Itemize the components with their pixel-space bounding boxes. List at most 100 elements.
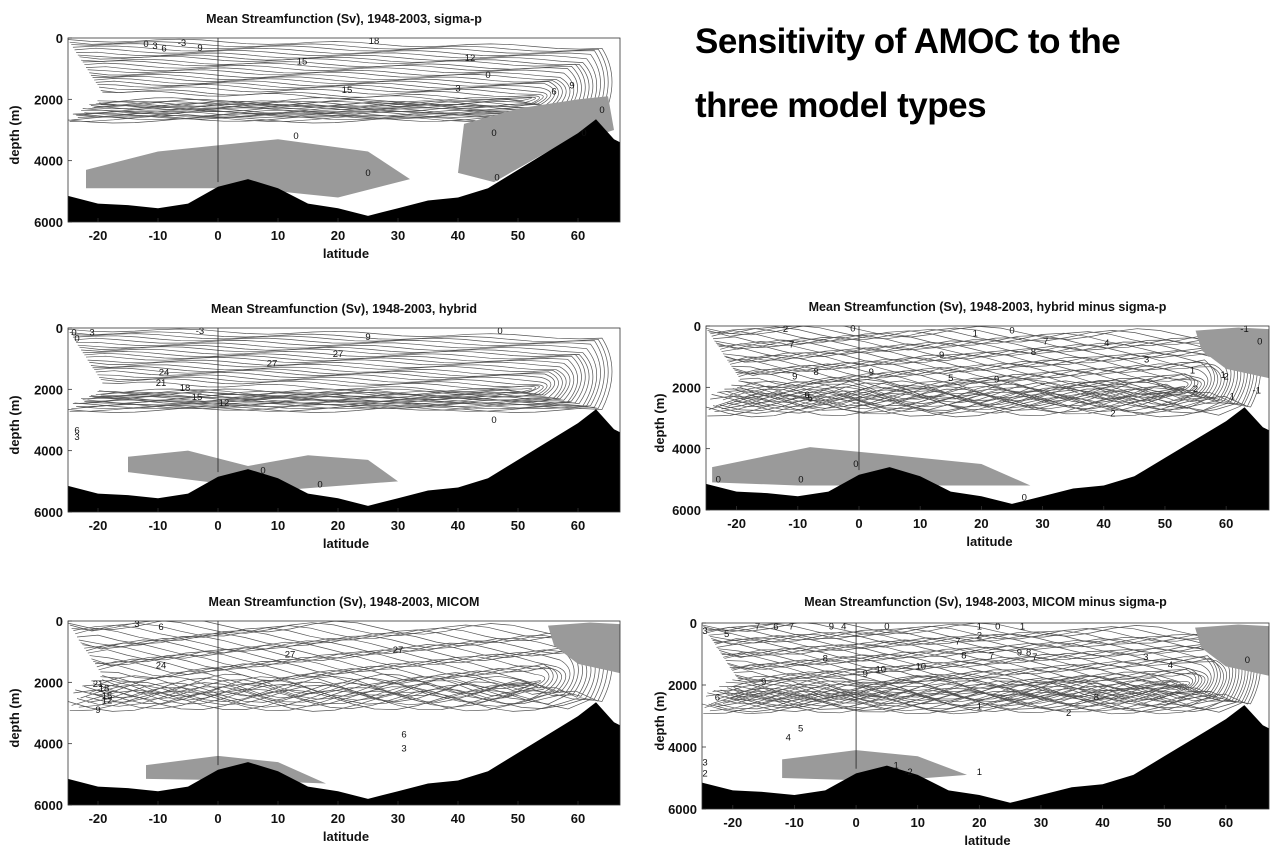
contour-line xyxy=(76,51,594,118)
contour-line xyxy=(721,347,1225,410)
x-axis-label: latitude xyxy=(323,829,369,844)
contour-line xyxy=(102,90,533,104)
contour-line xyxy=(713,335,1245,414)
contour-label: 27 xyxy=(333,349,344,360)
contour-label: 3 xyxy=(702,626,707,637)
contour-line xyxy=(97,374,544,398)
x-tick-label: 60 xyxy=(571,228,585,243)
x-tick-label: -10 xyxy=(785,815,804,830)
contour-label: 0 xyxy=(317,479,322,490)
plot-frame xyxy=(67,37,621,223)
contour-label: 0 xyxy=(497,326,502,337)
contour-label: 0 xyxy=(853,459,858,470)
contour-line xyxy=(95,80,548,108)
plot-frame xyxy=(701,622,1270,810)
x-tick-label: 0 xyxy=(855,516,862,531)
contour-label: 5 xyxy=(724,629,729,640)
contour-label: 12 xyxy=(102,696,113,707)
x-tick-label: 60 xyxy=(571,811,585,826)
x-tick-label: 30 xyxy=(1035,516,1049,531)
y-tick-label: 4000 xyxy=(668,740,697,755)
contour-line xyxy=(84,352,575,404)
y-axis-label: depth (m) xyxy=(652,691,667,750)
contour-line xyxy=(727,355,1212,408)
contour-line xyxy=(94,658,550,699)
contour-line xyxy=(734,364,1196,404)
contour-label: 1 xyxy=(977,767,982,778)
x-axis-label: latitude xyxy=(323,246,369,261)
contour-line xyxy=(100,667,537,697)
bathymetry xyxy=(68,119,620,222)
contour-line xyxy=(725,352,1215,408)
contour-label: 5 xyxy=(807,393,812,404)
contour-label: 4 xyxy=(1104,338,1109,349)
contour-label: 0 xyxy=(1009,326,1014,337)
x-tick-label: -20 xyxy=(723,815,742,830)
x-tick-label: 20 xyxy=(974,516,988,531)
x-tick-label: 50 xyxy=(511,811,525,826)
contour-line xyxy=(71,333,605,411)
contour-label: 18 xyxy=(99,683,110,694)
contour-line xyxy=(738,370,1186,401)
contour-label: -3 xyxy=(196,326,204,337)
contour-line xyxy=(69,331,609,412)
contour-label: 8 xyxy=(1094,692,1099,703)
y-tick-label: 6000 xyxy=(34,505,63,520)
contour-label: 7 xyxy=(989,651,994,662)
x-tick-label: 10 xyxy=(913,516,927,531)
contour-label: 0 xyxy=(293,131,298,142)
contour-line xyxy=(68,621,613,712)
x-tick-label: -10 xyxy=(788,516,807,531)
y-tick-label: 4000 xyxy=(672,442,701,457)
contour-line xyxy=(724,351,1219,409)
x-tick-label: 0 xyxy=(214,228,221,243)
x-tick-label: 50 xyxy=(511,228,525,243)
contour-line xyxy=(733,668,1187,700)
contour-line xyxy=(734,670,1184,698)
contour-line xyxy=(75,627,596,710)
contour-line xyxy=(68,38,613,124)
contour-label: 8 xyxy=(814,367,819,378)
shaded-region xyxy=(548,622,620,674)
contour-label: 21 xyxy=(156,378,167,389)
contour-label: 0 xyxy=(491,128,496,139)
contour-label: 5 xyxy=(798,723,803,734)
x-tick-label: 10 xyxy=(271,518,285,533)
contour-label: 2 xyxy=(783,324,788,335)
plot-frame xyxy=(705,325,1270,511)
contour-label: 1 xyxy=(1190,365,1195,376)
x-axis-label: latitude xyxy=(966,534,1012,549)
contour-label: 2 xyxy=(1066,708,1071,719)
x-axis-label: latitude xyxy=(964,833,1010,848)
y-tick-label: 6000 xyxy=(672,503,701,518)
contour-label: 9 xyxy=(792,372,797,383)
y-axis-label: depth (m) xyxy=(652,393,667,452)
contour-line xyxy=(84,62,575,115)
contour-label: 1 xyxy=(977,622,982,633)
contour-line xyxy=(94,78,552,108)
contour-label: 8 xyxy=(961,651,966,662)
shaded-region xyxy=(782,750,968,782)
headline: Sensitivity of AMOC to the three model t… xyxy=(695,10,1255,138)
x-tick-label: -10 xyxy=(149,518,168,533)
contour-line xyxy=(84,642,575,705)
contour-label: 9 xyxy=(761,677,766,688)
contour-label: -3 xyxy=(178,38,186,49)
y-tick-label: 0 xyxy=(694,319,701,334)
contour-line xyxy=(728,659,1200,701)
contour-label: 1 xyxy=(973,329,978,340)
contour-label: 9 xyxy=(869,367,874,378)
x-tick-label: -20 xyxy=(89,228,108,243)
contour-label: 9 xyxy=(95,705,100,716)
x-tick-label: -10 xyxy=(149,811,168,826)
contour-line xyxy=(80,638,583,706)
plot-area xyxy=(702,623,1269,809)
x-tick-label: 10 xyxy=(910,815,924,830)
contour-label: 8 xyxy=(823,654,828,665)
plot-frame xyxy=(67,620,621,806)
contour-line xyxy=(92,76,556,110)
contour-label: 2 xyxy=(1193,384,1198,395)
contour-label: 15 xyxy=(342,85,353,96)
contour-line xyxy=(85,66,571,114)
contour-label: 2 xyxy=(1110,408,1115,419)
